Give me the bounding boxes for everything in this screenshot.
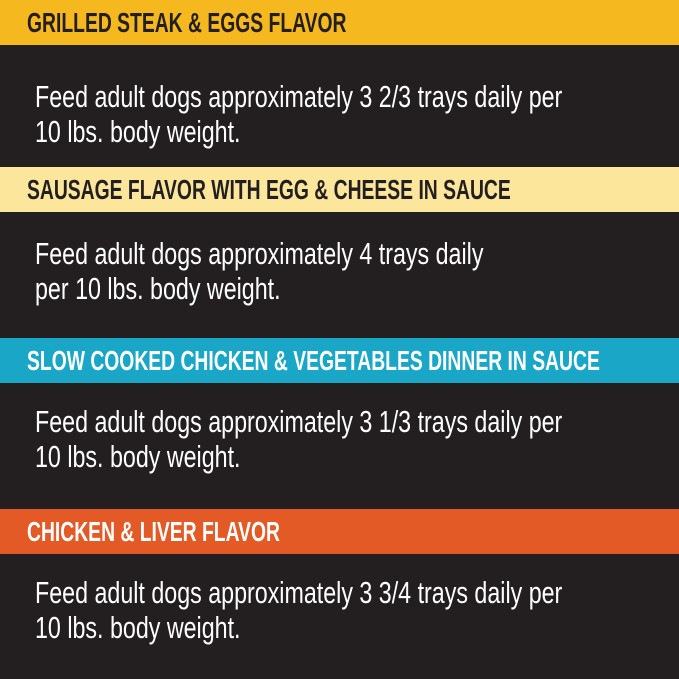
section-header-sausage: SAUSAGE FLAVOR WITH EGG & CHEESE IN SAUC… (0, 167, 679, 212)
feeding-instructions: Feed adult dogs approximately 3 3/4 tray… (35, 575, 562, 645)
section-title: CHICKEN & LIVER FLAVOR (27, 516, 280, 547)
instruction-line: Feed adult dogs approximately 3 1/3 tray… (35, 404, 563, 439)
instruction-line: 10 lbs. body weight. (35, 439, 241, 474)
feeding-instructions: Feed adult dogs approximately 4 trays da… (35, 236, 483, 306)
instruction-line: 10 lbs. body weight. (35, 610, 241, 645)
instruction-line: Feed adult dogs approximately 3 2/3 tray… (35, 79, 563, 114)
section-header-grilled-steak: GRILLED STEAK & EGGS FLAVOR (0, 0, 679, 45)
section-header-slow-cooked-chicken: SLOW COOKED CHICKEN & VEGETABLES DINNER … (0, 338, 679, 383)
instruction-line: Feed adult dogs approximately 4 trays da… (35, 236, 484, 271)
feeding-instructions: Feed adult dogs approximately 3 1/3 tray… (35, 404, 562, 474)
section-title: SAUSAGE FLAVOR WITH EGG & CHEESE IN SAUC… (27, 174, 511, 205)
section-title: GRILLED STEAK & EGGS FLAVOR (27, 7, 347, 38)
feeding-instructions: Feed adult dogs approximately 3 2/3 tray… (35, 79, 562, 149)
section-header-chicken-liver: CHICKEN & LIVER FLAVOR (0, 509, 679, 554)
section-title: SLOW COOKED CHICKEN & VEGETABLES DINNER … (27, 345, 600, 376)
instruction-line: 10 lbs. body weight. (35, 114, 241, 149)
instruction-line: per 10 lbs. body weight. (35, 271, 281, 306)
instruction-line: Feed adult dogs approximately 3 3/4 tray… (35, 575, 563, 610)
